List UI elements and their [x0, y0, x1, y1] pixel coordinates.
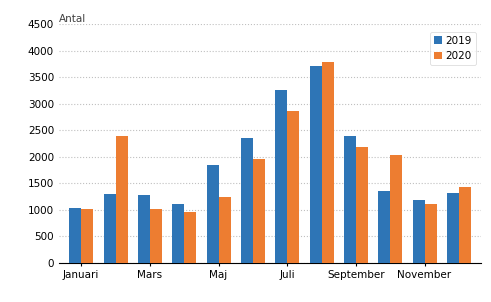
Bar: [172, 204, 184, 263]
Bar: [425, 204, 436, 263]
Bar: [356, 147, 368, 263]
Bar: [287, 111, 299, 263]
Bar: [447, 193, 459, 263]
Bar: [150, 209, 162, 263]
Bar: [207, 165, 218, 263]
Bar: [459, 188, 471, 263]
Bar: [309, 66, 322, 263]
Bar: [322, 62, 333, 263]
Bar: [241, 138, 253, 263]
Bar: [115, 136, 128, 263]
Bar: [81, 209, 93, 263]
Bar: [344, 136, 356, 263]
Bar: [104, 194, 115, 263]
Bar: [69, 208, 81, 263]
Bar: [390, 155, 402, 263]
Bar: [412, 201, 425, 263]
Bar: [184, 212, 196, 263]
Bar: [378, 191, 390, 263]
Bar: [253, 159, 265, 263]
Bar: [275, 90, 287, 263]
Bar: [138, 195, 150, 263]
Legend: 2019, 2020: 2019, 2020: [430, 32, 476, 65]
Bar: [218, 197, 231, 263]
Text: Antal: Antal: [59, 14, 86, 24]
